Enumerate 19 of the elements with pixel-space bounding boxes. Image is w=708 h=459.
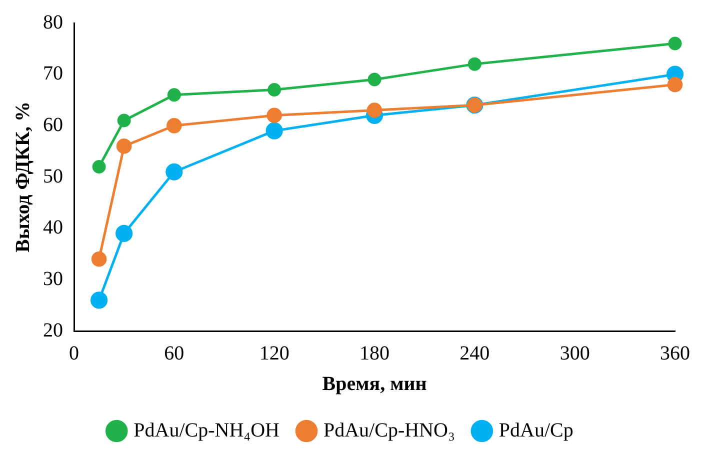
x-tick-label: 240 [460, 342, 490, 364]
legend-label: PdAu/Cp-NH₄OH [134, 419, 280, 442]
x-tick-label: 0 [69, 342, 79, 364]
x-tick-label: 120 [259, 342, 290, 364]
legend-label: PdAu/Cp [498, 419, 574, 442]
y-tick-label: 70 [43, 62, 63, 85]
y-tick-label: 50 [43, 165, 63, 188]
x-tick-label: 360 [660, 342, 690, 364]
legend-label: PdAu/Cp-HNO₃ [323, 419, 455, 442]
y-tick-label: 60 [43, 114, 63, 136]
x-tick-label: 60 [164, 342, 184, 364]
x-tick-label: 300 [560, 342, 590, 364]
y-tick-label: 40 [43, 216, 63, 239]
y-axis-title: Выход ФДКК, % [12, 102, 34, 252]
x-axis-title: Время, мин [322, 373, 427, 396]
x-tick-label: 180 [360, 342, 390, 364]
y-tick-label: 30 [43, 268, 63, 290]
y-tick-label: 80 [43, 11, 63, 34]
y-tick-label: 20 [43, 319, 63, 342]
